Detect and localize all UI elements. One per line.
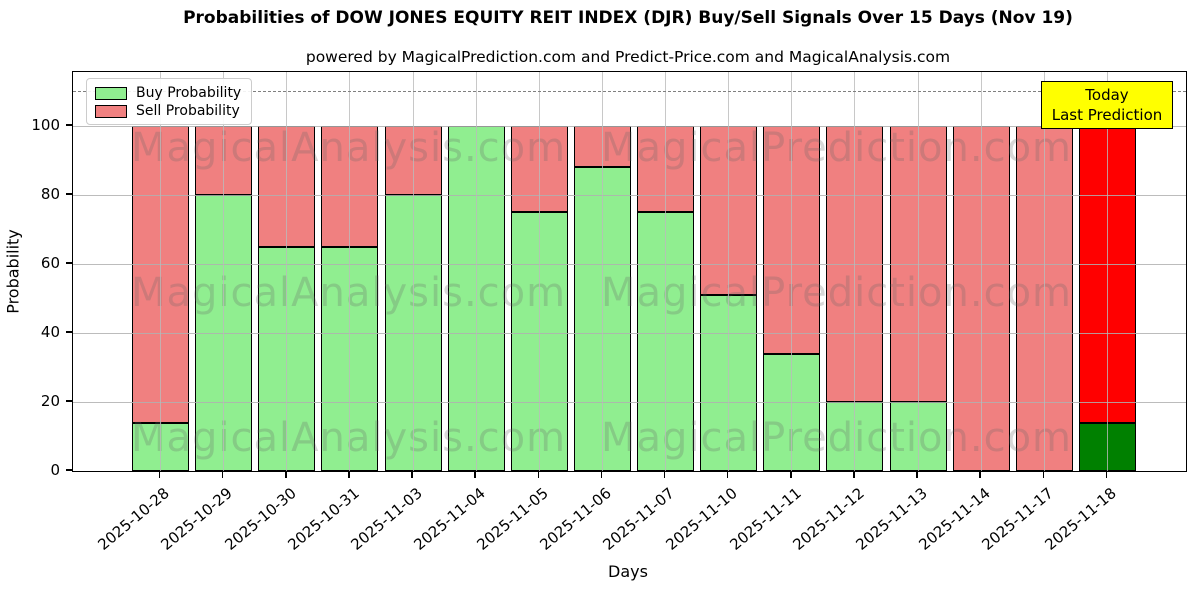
legend-item-sell: Sell Probability: [95, 102, 243, 120]
gridline-v: [791, 72, 793, 471]
x-tick-mark: [1042, 471, 1045, 478]
chart-title: Probabilities of DOW JONES EQUITY REIT I…: [183, 8, 1073, 28]
x-tick-mark: [1105, 471, 1108, 478]
x-tick-mark: [411, 471, 413, 478]
today-annotation-line1: Today: [1085, 86, 1129, 104]
y-tick-label: 60: [40, 254, 60, 272]
y-tick-mark: [66, 400, 72, 402]
x-tick-mark: [726, 471, 729, 478]
buy-swatch: [95, 86, 127, 100]
gridline-v: [665, 72, 667, 471]
watermark-text: MagicalAnalysis.com: [131, 270, 567, 316]
y-tick-label: 80: [40, 185, 60, 203]
today-annotation-line2: Last Prediction: [1051, 106, 1163, 124]
y-tick-mark: [66, 331, 72, 333]
gridline-v: [1106, 72, 1108, 471]
gridline-h: [73, 125, 1186, 127]
watermark-text: MagicalAnalysis.com: [131, 125, 567, 171]
watermark-text: MagicalAnalysis.com: [131, 415, 567, 461]
watermark-text: MagicalPrediction.com: [601, 415, 1072, 461]
legend-item-buy: Buy Probability: [95, 84, 243, 102]
legend-buy-label: Buy Probability: [136, 85, 242, 101]
gridline-v: [223, 72, 225, 471]
gridline-v: [1043, 72, 1045, 471]
gridline-h: [73, 401, 1186, 403]
y-tick-mark: [66, 469, 72, 471]
legend-sell-label: Sell Probability: [136, 103, 240, 119]
gridline-h: [73, 263, 1186, 265]
threshold-dashed-line: [73, 90, 1186, 92]
x-tick-mark: [221, 471, 224, 478]
gridline-h: [73, 332, 1186, 334]
x-tick-mark: [916, 471, 918, 478]
x-tick-mark: [853, 471, 855, 478]
gridline-v: [854, 72, 856, 471]
x-tick-mark: [158, 471, 161, 478]
watermark-text: MagicalPrediction.com: [601, 270, 1072, 316]
y-tick-label: 40: [40, 323, 60, 341]
gridline-v: [601, 72, 603, 471]
legend: Buy Probability Sell Probability: [86, 78, 252, 125]
x-tick-mark: [537, 471, 540, 478]
y-tick-mark: [66, 262, 72, 264]
gridline-v: [538, 72, 540, 471]
y-tick-mark: [66, 124, 72, 126]
gridline-v: [160, 72, 161, 471]
x-tick-mark: [348, 471, 350, 478]
x-tick-mark: [600, 471, 603, 478]
y-tick-label: 0: [50, 461, 60, 479]
gridline-v: [286, 72, 288, 471]
x-axis-label: Days: [608, 562, 648, 581]
y-tick-label: 100: [31, 116, 60, 134]
x-tick-mark: [790, 471, 792, 478]
sell-swatch: [95, 104, 127, 118]
gridline-v: [412, 72, 414, 471]
y-tick-label: 20: [40, 392, 60, 410]
gridline-v: [475, 72, 477, 471]
gridline-v: [349, 72, 351, 471]
gridline-v: [917, 72, 919, 471]
x-tick-mark: [979, 471, 981, 478]
x-tick-mark: [663, 471, 666, 478]
y-tick-mark: [66, 193, 72, 195]
gridline-v: [980, 72, 982, 471]
gridline-h: [73, 194, 1186, 196]
chart-subtitle: powered by MagicalPrediction.com and Pre…: [305, 48, 951, 66]
watermark-text: MagicalPrediction.com: [601, 125, 1072, 171]
x-tick-mark: [285, 471, 287, 478]
x-tick-mark: [474, 471, 476, 478]
today-annotation: Today Last Prediction: [1041, 81, 1173, 129]
plot-area: Buy Probability Sell Probability Today L…: [72, 71, 1187, 472]
gridline-v: [728, 72, 730, 471]
